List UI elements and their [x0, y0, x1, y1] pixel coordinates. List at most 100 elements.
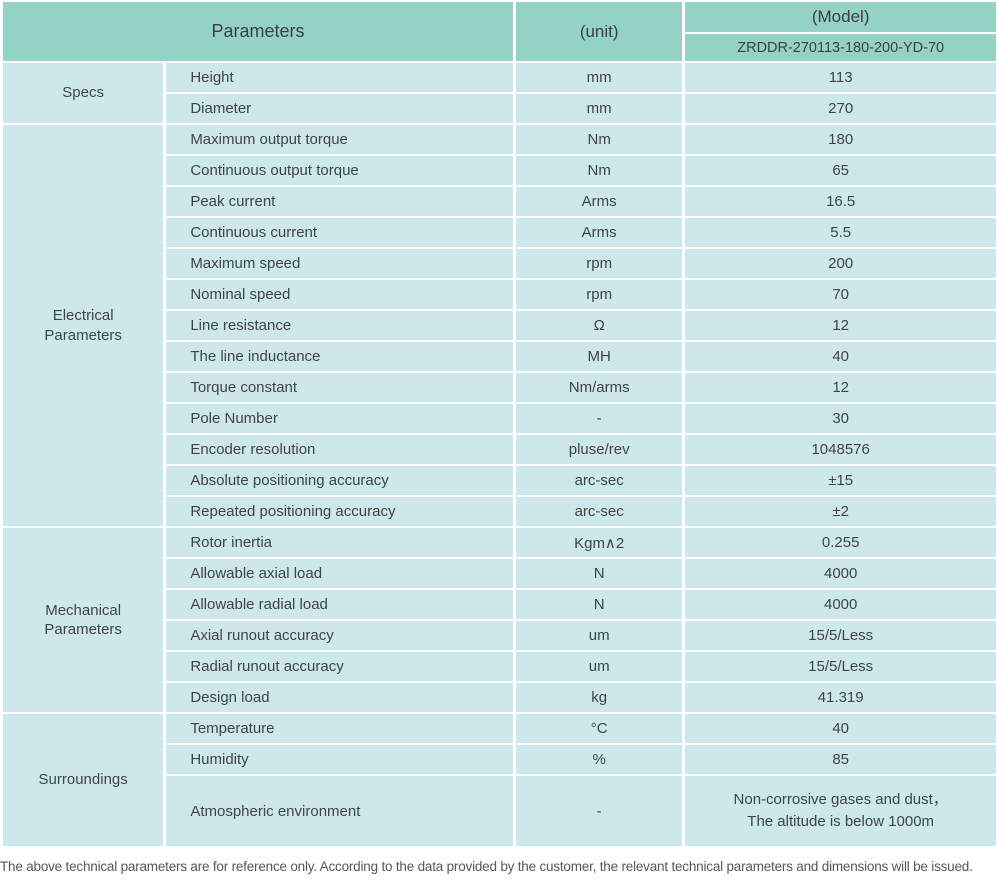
value-cell: 1048576	[685, 435, 996, 464]
table-row: The line inductance MH 40	[3, 342, 996, 371]
unit-cell: um	[516, 621, 683, 650]
unit-cell: Arms	[516, 187, 683, 216]
param-cell: The line inductance	[166, 342, 514, 371]
value-cell: 30	[685, 404, 996, 433]
unit-cell: Ω	[516, 311, 683, 340]
unit-cell: Nm	[516, 156, 683, 185]
unit-cell: °C	[516, 714, 683, 743]
unit-cell: arc-sec	[516, 466, 683, 495]
table-row: Mechanical Parameters Rotor inertia Kgm∧…	[3, 528, 996, 712]
section-label: Specs	[62, 84, 104, 102]
value-cell: 113	[685, 63, 996, 92]
section-electrical: Electrical Parameters	[3, 125, 164, 526]
param-cell: Height	[166, 63, 514, 92]
param-cell: Humidity	[166, 745, 514, 774]
section-label: Surroundings	[38, 771, 128, 789]
value-cell: 180	[685, 125, 996, 154]
section-mechanical: Mechanical Parameters	[3, 528, 164, 712]
section-label: Electrical Parameters	[44, 307, 122, 344]
param-cell: Maximum output torque	[166, 125, 514, 154]
unit-cell: mm	[516, 94, 683, 123]
spec-table: Parameters (unit) (Model) ZRDDR-270113-1…	[3, 2, 996, 846]
table-row: Continuous output torque Nm 65	[3, 156, 996, 185]
param-cell: Encoder resolution	[166, 435, 514, 464]
unit-cell: MH	[516, 342, 683, 371]
unit-header: (unit)	[516, 2, 683, 61]
unit-cell: Arms	[516, 218, 683, 247]
unit-cell: rpm	[516, 249, 683, 278]
unit-cell: Nm	[516, 125, 683, 154]
value-cell: 12	[685, 373, 996, 402]
unit-cell: mm	[516, 63, 683, 92]
unit-cell: N	[516, 590, 683, 619]
table-row: Repeated positioning accuracy arc-sec ±2	[3, 497, 996, 526]
table-row: Allowable axial load N 4000	[3, 559, 996, 588]
footnote: The above technical parameters are for r…	[0, 859, 973, 874]
param-cell: Peak current	[166, 187, 514, 216]
unit-cell: %	[516, 745, 683, 774]
table-row: Peak current Arms 16.5	[3, 187, 996, 216]
table-row: Allowable radial load N 4000	[3, 590, 996, 619]
value-cell: 0.255	[685, 528, 996, 557]
section-label: Mechanical Parameters	[44, 601, 122, 639]
value-cell: 4000	[685, 590, 996, 619]
unit-cell: arc-sec	[516, 497, 683, 526]
param-cell: Allowable radial load	[166, 590, 514, 619]
value-cell: 12	[685, 311, 996, 340]
param-cell: Line resistance	[166, 311, 514, 340]
parameters-header: Parameters	[3, 2, 514, 61]
section-specs: Specs	[3, 63, 164, 123]
table-row: Absolute positioning accuracy arc-sec ±1…	[3, 466, 996, 495]
value-cell: 40	[685, 342, 996, 371]
model-header: (Model)	[685, 2, 996, 32]
unit-cell: kg	[516, 683, 683, 712]
unit-cell: Kgm∧2	[516, 528, 683, 557]
table-row: Diameter mm 270	[3, 94, 996, 123]
param-cell: Design load	[166, 683, 514, 712]
value-cell: 16.5	[685, 187, 996, 216]
unit-cell: -	[516, 404, 683, 433]
value-cell: 41.319	[685, 683, 996, 712]
param-cell: Nominal speed	[166, 280, 514, 309]
param-cell: Maximum speed	[166, 249, 514, 278]
table-row: Continuous current Arms 5.5	[3, 218, 996, 247]
param-cell: Radial runout accuracy	[166, 652, 514, 681]
unit-cell: rpm	[516, 280, 683, 309]
unit-cell: -	[516, 776, 683, 846]
table-row: Nominal speed rpm 70	[3, 280, 996, 309]
value-cell: 15/5/Less	[685, 621, 996, 650]
value-line-2: The altitude is below 1000m	[747, 813, 935, 830]
param-cell: Continuous output torque	[166, 156, 514, 185]
param-cell: Repeated positioning accuracy	[166, 497, 514, 526]
param-cell: Temperature	[166, 714, 514, 743]
unit-cell: N	[516, 559, 683, 588]
table-row: Line resistance Ω 12	[3, 311, 996, 340]
value-cell: ±2	[685, 497, 996, 526]
table-row: Maximum speed rpm 200	[3, 249, 996, 278]
value-cell: 200	[685, 249, 996, 278]
table-row: Atmospheric environment - Non-corrosive …	[3, 776, 996, 846]
table-row: Humidity % 85	[3, 745, 996, 774]
value-cell: 4000	[685, 559, 996, 588]
value-cell: 70	[685, 280, 996, 309]
param-cell: Continuous current	[166, 218, 514, 247]
param-cell: Torque constant	[166, 373, 514, 402]
param-cell: Absolute positioning accuracy	[166, 466, 514, 495]
table-row: Surroundings Temperature °C 40	[3, 714, 996, 846]
param-cell: Rotor inertia	[166, 528, 514, 557]
value-cell: 65	[685, 156, 996, 185]
table-row: Torque constant Nm/arms 12	[3, 373, 996, 402]
table-row: Specs Height mm 113	[3, 63, 996, 123]
table-row: Axial runout accuracy um 15/5/Less	[3, 621, 996, 650]
table-row: Radial runout accuracy um 15/5/Less	[3, 652, 996, 681]
param-cell: Pole Number	[166, 404, 514, 433]
value-cell: Non-corrosive gases and dust， The altitu…	[685, 776, 996, 846]
table-row: Encoder resolution pluse/rev 1048576	[3, 435, 996, 464]
header-row: Parameters (unit) (Model)	[3, 2, 996, 61]
table-row: Pole Number - 30	[3, 404, 996, 433]
section-surroundings: Surroundings	[3, 714, 164, 846]
value-cell: 85	[685, 745, 996, 774]
unit-cell: pluse/rev	[516, 435, 683, 464]
value-cell: 5.5	[685, 218, 996, 247]
model-number: ZRDDR-270113-180-200-YD-70	[685, 34, 996, 61]
